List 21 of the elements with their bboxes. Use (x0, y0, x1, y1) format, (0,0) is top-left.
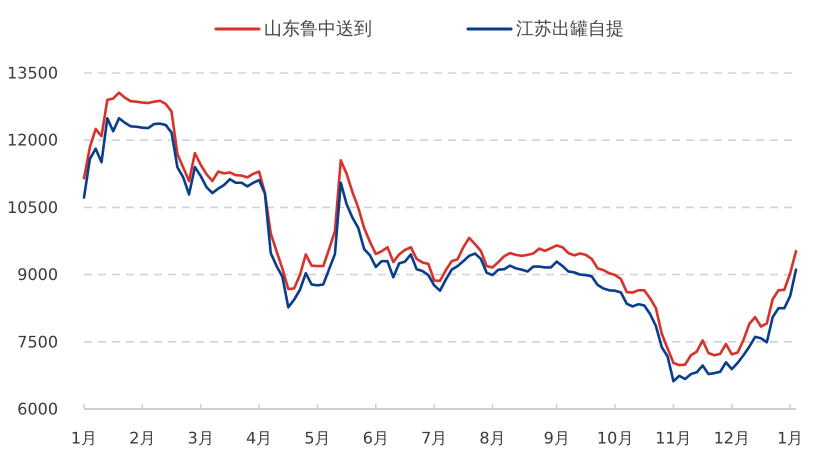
x-tick-label: 11月 (655, 428, 692, 448)
y-tick-label: 12000 (7, 130, 58, 150)
x-tick-label: 4月 (246, 428, 272, 448)
x-tick-label: 7月 (421, 428, 448, 448)
y-tick-label: 6000 (17, 400, 58, 418)
y-tick-label: 10500 (7, 198, 58, 217)
x-tick-label: 1月 (70, 428, 98, 448)
x-tick-label: 12月 (714, 428, 750, 448)
x-tick-label: 8月 (479, 428, 506, 448)
x-tick-label: 1月 (777, 428, 804, 448)
x-tick-label: 3月 (188, 428, 214, 448)
legend-label: 山东鲁中送到 (264, 18, 372, 40)
y-tick-label: 13500 (7, 64, 58, 82)
x-tick-label: 10月 (596, 428, 634, 448)
legend-label: 江苏出罐自提 (516, 18, 624, 40)
y-tick-label: 7500 (17, 332, 58, 352)
y-tick-label: 9000 (17, 265, 58, 284)
x-tick-label: 9月 (544, 428, 570, 448)
x-tick-label: 2月 (129, 428, 156, 448)
x-tick-label: 6月 (362, 428, 389, 448)
x-tick-label: 5月 (304, 428, 331, 448)
